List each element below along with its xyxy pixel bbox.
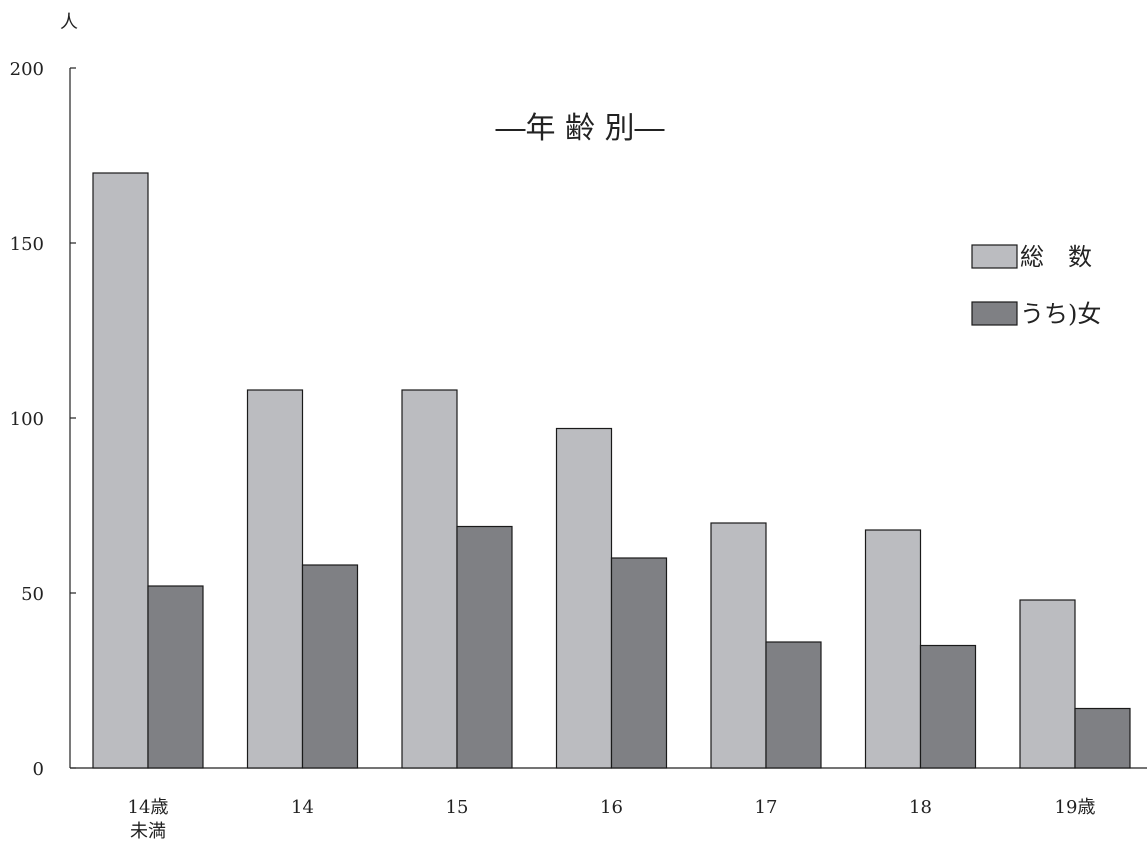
x-tick-label: 14歳未満 [128,797,169,842]
bar-female-0 [147,585,204,769]
legend-label-1: うち)女 [1020,300,1101,328]
y-axis: 0 50 100 150 200 [10,59,76,780]
legend-swatch-0 [971,244,1018,269]
y-tick-label: 100 [10,409,44,430]
x-tick-label: 15 [446,797,469,818]
x-tick-label: 18 [909,797,932,818]
y-tick-label: 50 [21,584,44,605]
x-tick-label: 17 [755,797,778,818]
x-axis: 14歳未満 14 15 16 17 18 19歳 [70,767,1147,842]
bar-total-6 [1019,599,1076,769]
legend-label-0: 総 数 [1020,243,1092,271]
bar-female-1 [301,564,359,769]
legend-swatch-1 [971,301,1018,326]
bar-female-2 [456,525,513,769]
bar-total-1 [246,389,304,769]
bar-total-4 [710,522,767,769]
bars-group [92,172,1131,769]
y-tick-label: 200 [10,59,44,80]
y-axis-unit-label: 人 [60,12,78,33]
bar-total-3 [555,427,613,769]
bar-female-6 [1074,707,1131,769]
bar-female-3 [610,557,668,769]
x-tick-label: 16 [600,797,623,818]
legend: 総 数うち)女 [971,243,1101,328]
x-tick-label: 14 [291,797,314,818]
y-tick-label: 0 [33,759,44,780]
chart-title: ―年 齢 別― [495,111,664,146]
bar-female-4 [765,641,822,769]
bar-total-2 [401,389,458,769]
bar-total-0 [92,172,149,769]
bar-total-5 [864,529,922,769]
bar-female-5 [919,644,977,769]
y-tick-label: 150 [10,234,44,255]
x-tick-label: 19歳 [1055,797,1096,818]
